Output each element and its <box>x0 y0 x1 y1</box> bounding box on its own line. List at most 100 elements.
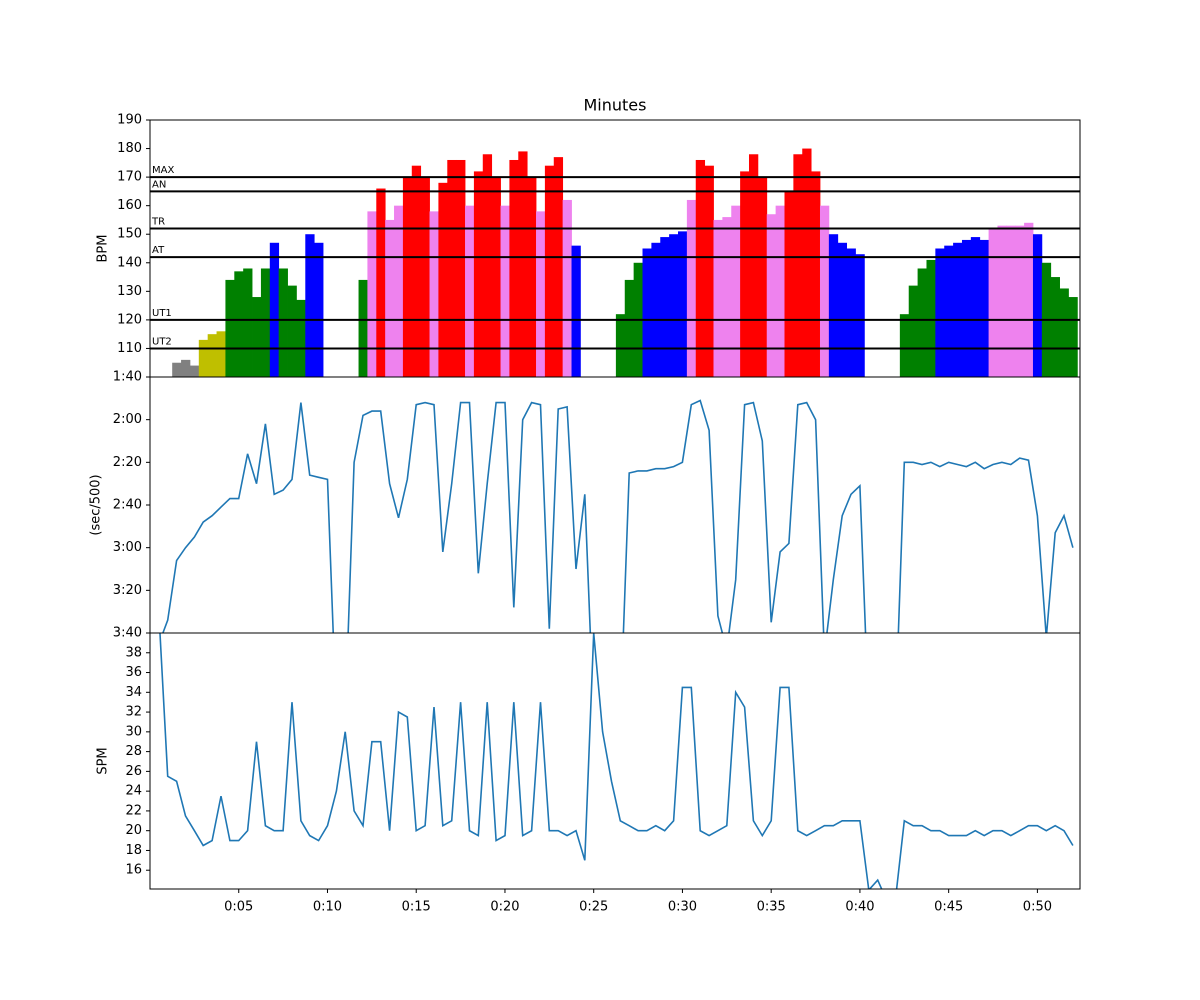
chart-title: Minutes <box>584 96 647 115</box>
hr-area <box>420 177 430 377</box>
y-tick-label: 18 <box>125 843 142 858</box>
hr-area <box>757 177 768 377</box>
hr-area <box>571 245 581 377</box>
hr-area <box>553 157 564 377</box>
hr-area <box>1006 225 1016 377</box>
y-tick-label: 16 <box>125 863 142 878</box>
y-tick-label: 150 <box>117 227 142 242</box>
data-line <box>897 457 1074 633</box>
hr-area <box>544 165 555 377</box>
y-tick-label: 3:00 <box>113 540 142 555</box>
hr-area <box>429 211 439 377</box>
hr-area <box>385 219 395 377</box>
hr-area <box>216 331 226 377</box>
hr-area <box>287 285 297 377</box>
y-axis-label: (sec/500) <box>89 474 104 535</box>
y-tick-label: 28 <box>125 744 142 759</box>
y-tick-label: 3:20 <box>113 583 142 598</box>
y-tick-label: 2:00 <box>113 412 142 427</box>
x-tick-label: 0:15 <box>402 900 431 915</box>
y-tick-label: 110 <box>117 341 142 356</box>
y-tick-label: 20 <box>125 823 142 838</box>
hr-area <box>819 205 830 377</box>
hr-area <box>775 205 785 377</box>
y-tick-label: 24 <box>125 784 142 799</box>
data-line <box>159 633 1074 889</box>
y-tick-label: 170 <box>117 170 142 185</box>
x-tick-label: 0:40 <box>845 900 874 915</box>
hr-area <box>926 259 936 377</box>
hr-area <box>358 279 368 377</box>
hr-area <box>1059 288 1069 377</box>
hr-area <box>748 154 759 377</box>
hr-area <box>837 242 848 377</box>
y-axis-label: BPM <box>96 235 111 263</box>
hr-area <box>828 234 839 377</box>
hr-area <box>988 228 998 377</box>
hr-area <box>473 171 484 377</box>
y-tick-label: 3:40 <box>113 626 142 641</box>
panel-frame <box>149 376 1081 634</box>
hr-area <box>979 239 989 377</box>
hr-area <box>686 199 697 377</box>
x-tick-label: 0:35 <box>757 900 786 915</box>
y-axis-label: SPM <box>96 747 111 774</box>
y-tick-label: 2:20 <box>113 455 142 470</box>
y-tick-label: 32 <box>125 705 142 720</box>
hr-area <box>207 334 217 377</box>
hr-area <box>953 242 963 377</box>
hr-area <box>500 205 510 377</box>
data-line <box>622 399 867 633</box>
hr-area <box>376 188 386 377</box>
hr-area <box>961 239 972 377</box>
hr-area <box>1068 297 1078 377</box>
hr-area <box>793 154 803 377</box>
y-tick-label: 160 <box>117 198 142 213</box>
hr-area <box>855 254 865 377</box>
hr-area <box>704 165 714 377</box>
hr-area <box>695 159 706 377</box>
hr-area <box>394 205 404 377</box>
hr-area <box>1024 222 1034 377</box>
hr-area <box>908 285 919 377</box>
zone-label: TR <box>151 217 165 228</box>
hr-area <box>314 242 324 377</box>
y-tick-label: 34 <box>125 685 142 700</box>
hr-area <box>935 248 945 377</box>
x-tick-label: 0:10 <box>313 900 342 915</box>
hr-area <box>402 177 413 377</box>
hr-area <box>997 225 1007 377</box>
y-tick-label: 30 <box>125 724 142 739</box>
plot-area <box>159 633 1074 889</box>
hr-area <box>740 171 750 377</box>
x-tick-label: 0:20 <box>490 900 519 915</box>
hr-area <box>456 159 466 377</box>
hr-area <box>802 148 812 377</box>
zone-label: MAX <box>152 165 174 176</box>
hr-area <box>536 211 546 377</box>
y-tick-label: 26 <box>125 764 142 779</box>
hr-area <box>678 231 688 377</box>
hr-area <box>917 268 927 377</box>
hr-area <box>296 299 306 377</box>
hr-area <box>252 297 262 377</box>
x-tick-label: 0:05 <box>224 900 253 915</box>
hr-area <box>624 279 635 377</box>
hr-area <box>642 248 652 377</box>
hr-area <box>1015 225 1025 377</box>
y-tick-label: 36 <box>125 665 142 680</box>
zone-label: UT2 <box>152 336 172 347</box>
y-tick-label: 120 <box>117 312 142 327</box>
hr-area <box>491 177 501 377</box>
hr-area <box>269 242 280 377</box>
hr-area <box>527 177 537 377</box>
hr-area <box>766 214 777 377</box>
hr-area <box>509 159 519 377</box>
hr-area <box>260 268 271 377</box>
x-tick-label: 0:25 <box>579 900 608 915</box>
hr-area <box>482 154 493 377</box>
x-tick-label: 0:50 <box>1023 900 1052 915</box>
hr-area <box>899 314 910 377</box>
